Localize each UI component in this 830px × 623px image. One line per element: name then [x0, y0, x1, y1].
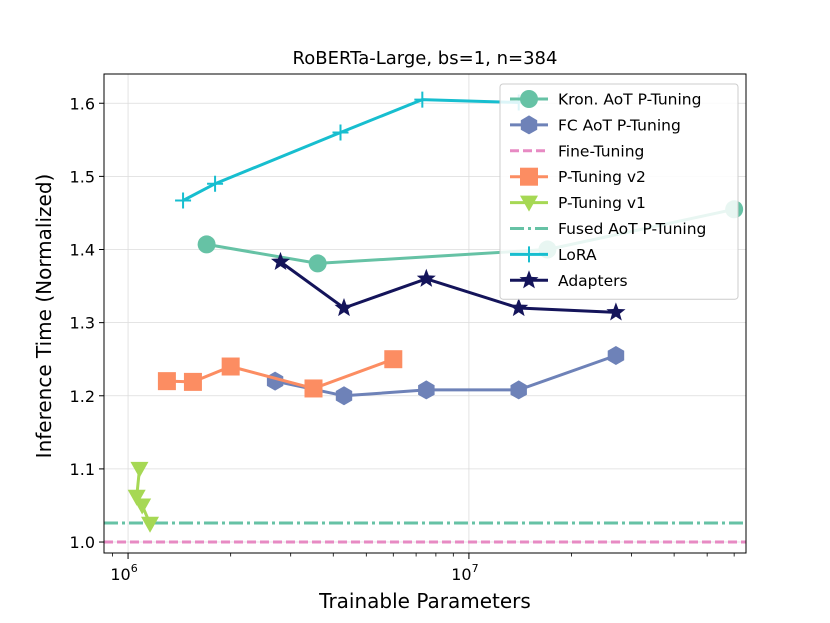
data-point-p-tuning-v2 [384, 350, 403, 369]
legend-marker [520, 90, 538, 108]
data-point-lora [175, 192, 192, 209]
legend-label: Kron. AoT P-Tuning [558, 91, 701, 109]
legend: Kron. AoT P-Tuning FC AoT P-Tuning Fine-Tu… [499, 83, 739, 300]
legend-item: FC AoT P-Tuning [510, 115, 681, 135]
y-tick-label: 1.0 [70, 533, 95, 552]
legend-label: Fused AoT P-Tuning [558, 220, 706, 238]
data-point-p-tuning-v2 [221, 357, 240, 376]
series-adapters [271, 251, 626, 321]
data-point-lora [332, 124, 349, 141]
legend-item: LoRA [510, 246, 597, 264]
legend-marker [520, 115, 538, 135]
reference-lines [104, 521, 746, 544]
data-point-adapters [416, 268, 436, 287]
legend-box [499, 83, 739, 300]
data-point-p-tuning-v2 [157, 372, 176, 391]
data-point-fc-aot-p-tuning [510, 380, 527, 400]
legend-item: Fine-Tuning [510, 142, 644, 160]
plot-area-frame [103, 73, 747, 554]
legend-item: Fused AoT P-Tuning [510, 220, 706, 238]
legend-marker [519, 270, 539, 289]
legend-label: LoRA [558, 246, 597, 264]
y-tick-label: 1.5 [70, 167, 95, 186]
data-point-fc-aot-p-tuning [418, 380, 435, 400]
data-point-adapters [606, 302, 626, 321]
data-point-lora [207, 175, 224, 192]
legend-label: Adapters [558, 272, 628, 290]
series-lora [175, 91, 527, 209]
data-point-adapters [271, 251, 290, 270]
legend-item: Adapters [510, 270, 628, 290]
data-point-p-tuning-v1 [130, 461, 149, 478]
data-point-lora [414, 91, 431, 108]
legend-marker [520, 167, 538, 186]
x-tick-label: 107 [451, 562, 478, 584]
series-line-fc-aot-p-tuning [274, 354, 617, 398]
legend-item: Kron. AoT P-Tuning [510, 90, 701, 109]
legend-marker [521, 246, 537, 263]
series-p-tuning-v1 [127, 461, 160, 533]
series-line-lora [182, 98, 519, 202]
data-point-p-tuning-v1 [127, 489, 146, 506]
data-point-kron-aot-p-tuning [197, 235, 216, 254]
y-tick-label: 1.4 [70, 241, 95, 260]
data-point-p-tuning-v1 [141, 516, 160, 533]
legend-label: Fine-Tuning [558, 142, 644, 160]
legend-item: P-Tuning v2 [510, 167, 646, 186]
y-tick-label: 1.1 [70, 460, 95, 479]
data-point-adapters [509, 298, 529, 317]
data-point-kron-aot-p-tuning [308, 254, 327, 273]
data-point-fc-aot-p-tuning [335, 386, 353, 406]
y-axis-label: Inference Time (Normalized) [32, 174, 56, 459]
y-tick-label: 1.2 [70, 387, 95, 406]
data-point-p-tuning-v1 [133, 498, 152, 515]
legend-marker [520, 195, 538, 212]
x-tick-label: 106 [110, 562, 137, 584]
legend-item: P-Tuning v1 [510, 194, 646, 212]
y-tick-label: 1.3 [70, 314, 95, 333]
series-p-tuning-v2 [157, 350, 403, 398]
y-tick-label: 1.6 [70, 94, 95, 113]
legend-label: P-Tuning v1 [558, 194, 646, 212]
data-point-fc-aot-p-tuning [607, 346, 625, 365]
data-point-p-tuning-v2 [183, 372, 202, 391]
data-point-p-tuning-v2 [304, 379, 323, 398]
data-point-adapters [334, 298, 354, 317]
chart-title: RoBERTa-Large, bs=1, n=384 [293, 48, 558, 69]
x-axis-label: Trainable Parameters [318, 589, 531, 613]
legend-label: P-Tuning v2 [558, 168, 646, 186]
legend-label: FC AoT P-Tuning [558, 116, 681, 134]
